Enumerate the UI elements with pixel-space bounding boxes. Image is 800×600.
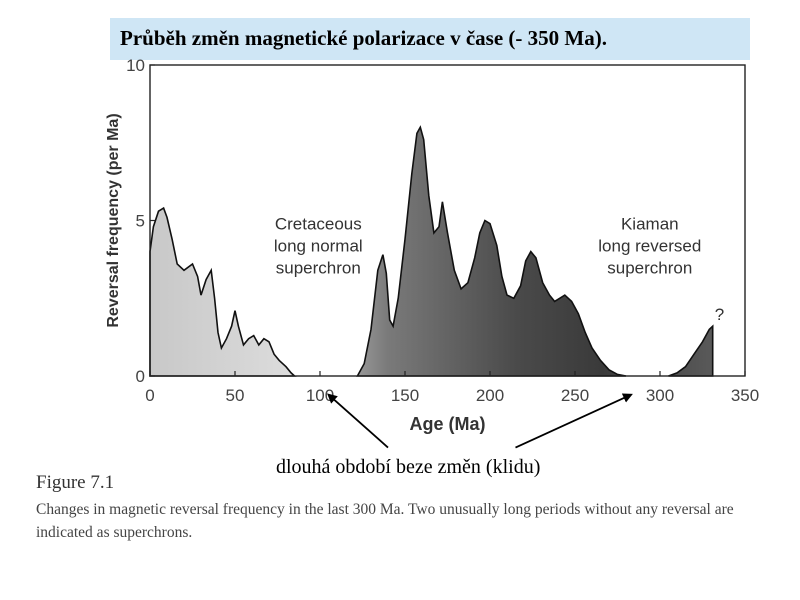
y-tick-label: 0 bbox=[136, 367, 145, 386]
superchron-arrow-1 bbox=[327, 393, 389, 449]
superchron-arrow-2 bbox=[515, 393, 633, 449]
x-tick-label: 0 bbox=[145, 386, 154, 405]
y-tick-label: 10 bbox=[126, 56, 145, 75]
figure-caption: Changes in magnetic reversal frequency i… bbox=[36, 501, 734, 541]
series-area-2 bbox=[356, 125, 627, 377]
x-tick-label: 350 bbox=[731, 386, 759, 405]
chart-annotation-1: Cretaceous long normal superchron bbox=[274, 214, 363, 277]
chart-annotation-3: ? bbox=[715, 305, 724, 324]
y-tick-label: 5 bbox=[136, 212, 145, 231]
x-tick-label: 150 bbox=[391, 386, 419, 405]
x-tick-label: 50 bbox=[226, 386, 245, 405]
chart-annotation-2: Kiaman long reversed superchron bbox=[598, 214, 701, 277]
series-area-3 bbox=[668, 324, 714, 377]
slide-title: Průběh změn magnetické polarizace v čase… bbox=[110, 18, 750, 60]
x-axis-label: Age (Ma) bbox=[410, 414, 486, 434]
x-tick-label: 300 bbox=[646, 386, 674, 405]
series-area-1 bbox=[149, 206, 297, 377]
x-tick-label: 250 bbox=[561, 386, 589, 405]
figure-label: Figure 7.1 bbox=[36, 472, 115, 493]
y-axis-label: Reversal frequency (per Ma) bbox=[105, 113, 122, 327]
x-tick-label: 200 bbox=[476, 386, 504, 405]
superchron-note: dlouhá období beze změn (klidu) bbox=[276, 456, 541, 478]
